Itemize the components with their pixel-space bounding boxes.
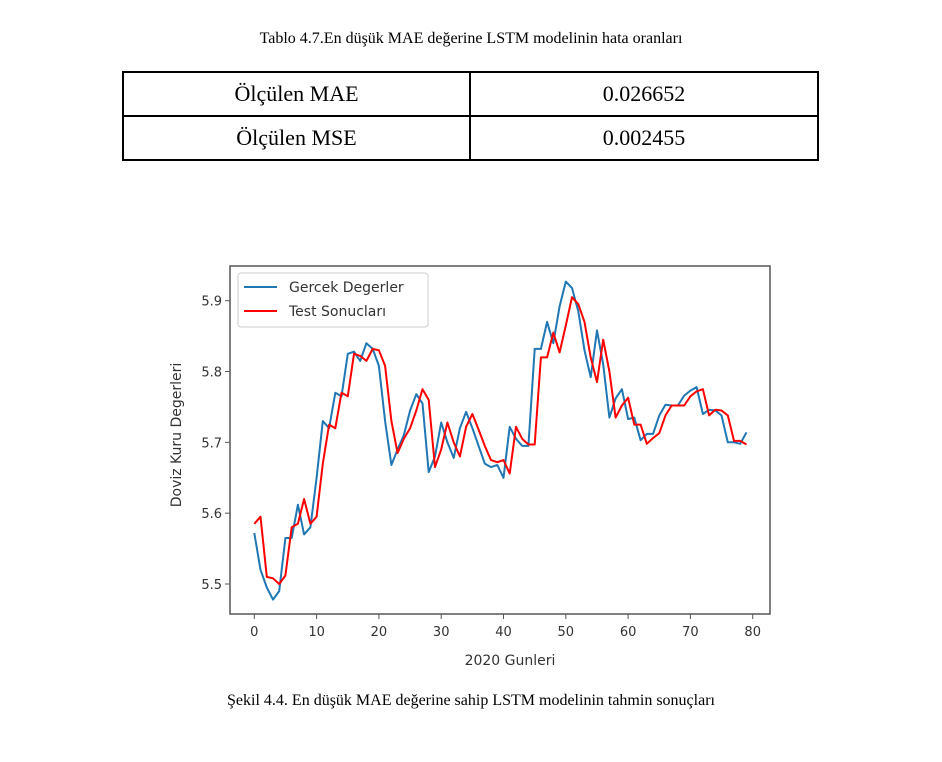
legend-label-test: Test Sonucları — [288, 304, 386, 320]
error-metrics-table: Ölçülen MAE 0.026652 Ölçülen MSE 0.00245… — [122, 71, 819, 161]
series-line-test-sonuclari — [253, 296, 747, 585]
y-axis-ticks: 5.5 5.6 5.7 5.8 5.9 — [201, 295, 230, 593]
x-axis-label: 2020 Gunleri — [465, 653, 556, 669]
x-tick-label: 30 — [433, 625, 450, 640]
series-line-gercek-degerler — [253, 280, 748, 601]
x-tick-label: 60 — [620, 625, 637, 640]
y-axis-label: Doviz Kuru Degerleri — [169, 363, 185, 508]
x-tick-label: 20 — [371, 625, 388, 640]
series-layer — [253, 280, 748, 601]
y-tick-label: 5.5 — [201, 578, 222, 593]
metric-value-mae: 0.026652 — [469, 71, 819, 117]
y-tick-label: 5.9 — [201, 295, 222, 310]
legend-box — [237, 272, 429, 328]
y-tick-label: 5.7 — [201, 436, 222, 451]
x-tick-label: 10 — [308, 625, 325, 640]
metric-label-mae: Ölçülen MAE — [122, 71, 471, 117]
table-row: Ölçülen MAE 0.026652 — [122, 71, 819, 117]
x-tick-label: 80 — [744, 625, 761, 640]
y-tick-label: 5.6 — [201, 507, 222, 522]
figure-caption: Şekil 4.4. En düşük MAE değerine sahip L… — [227, 692, 715, 709]
x-tick-label: 70 — [682, 625, 699, 640]
plot-frame — [229, 265, 771, 615]
legend: Gercek Degerler Test Sonucları — [237, 272, 429, 328]
x-tick-label: 50 — [558, 625, 575, 640]
y-tick-label: 5.8 — [201, 366, 222, 381]
legend-label-gercek: Gercek Degerler — [289, 280, 404, 296]
metric-value-mse: 0.002455 — [469, 115, 819, 161]
metric-label-mse: Ölçülen MSE — [122, 115, 471, 161]
x-tick-label: 0 — [250, 625, 258, 640]
x-axis-ticks: 0 10 20 30 40 50 60 70 80 — [250, 614, 761, 640]
table-row: Ölçülen MSE 0.002455 — [122, 115, 819, 161]
table-caption: Tablo 4.7.En düşük MAE değerine LSTM mod… — [259, 30, 683, 47]
x-tick-label: 40 — [495, 625, 512, 640]
